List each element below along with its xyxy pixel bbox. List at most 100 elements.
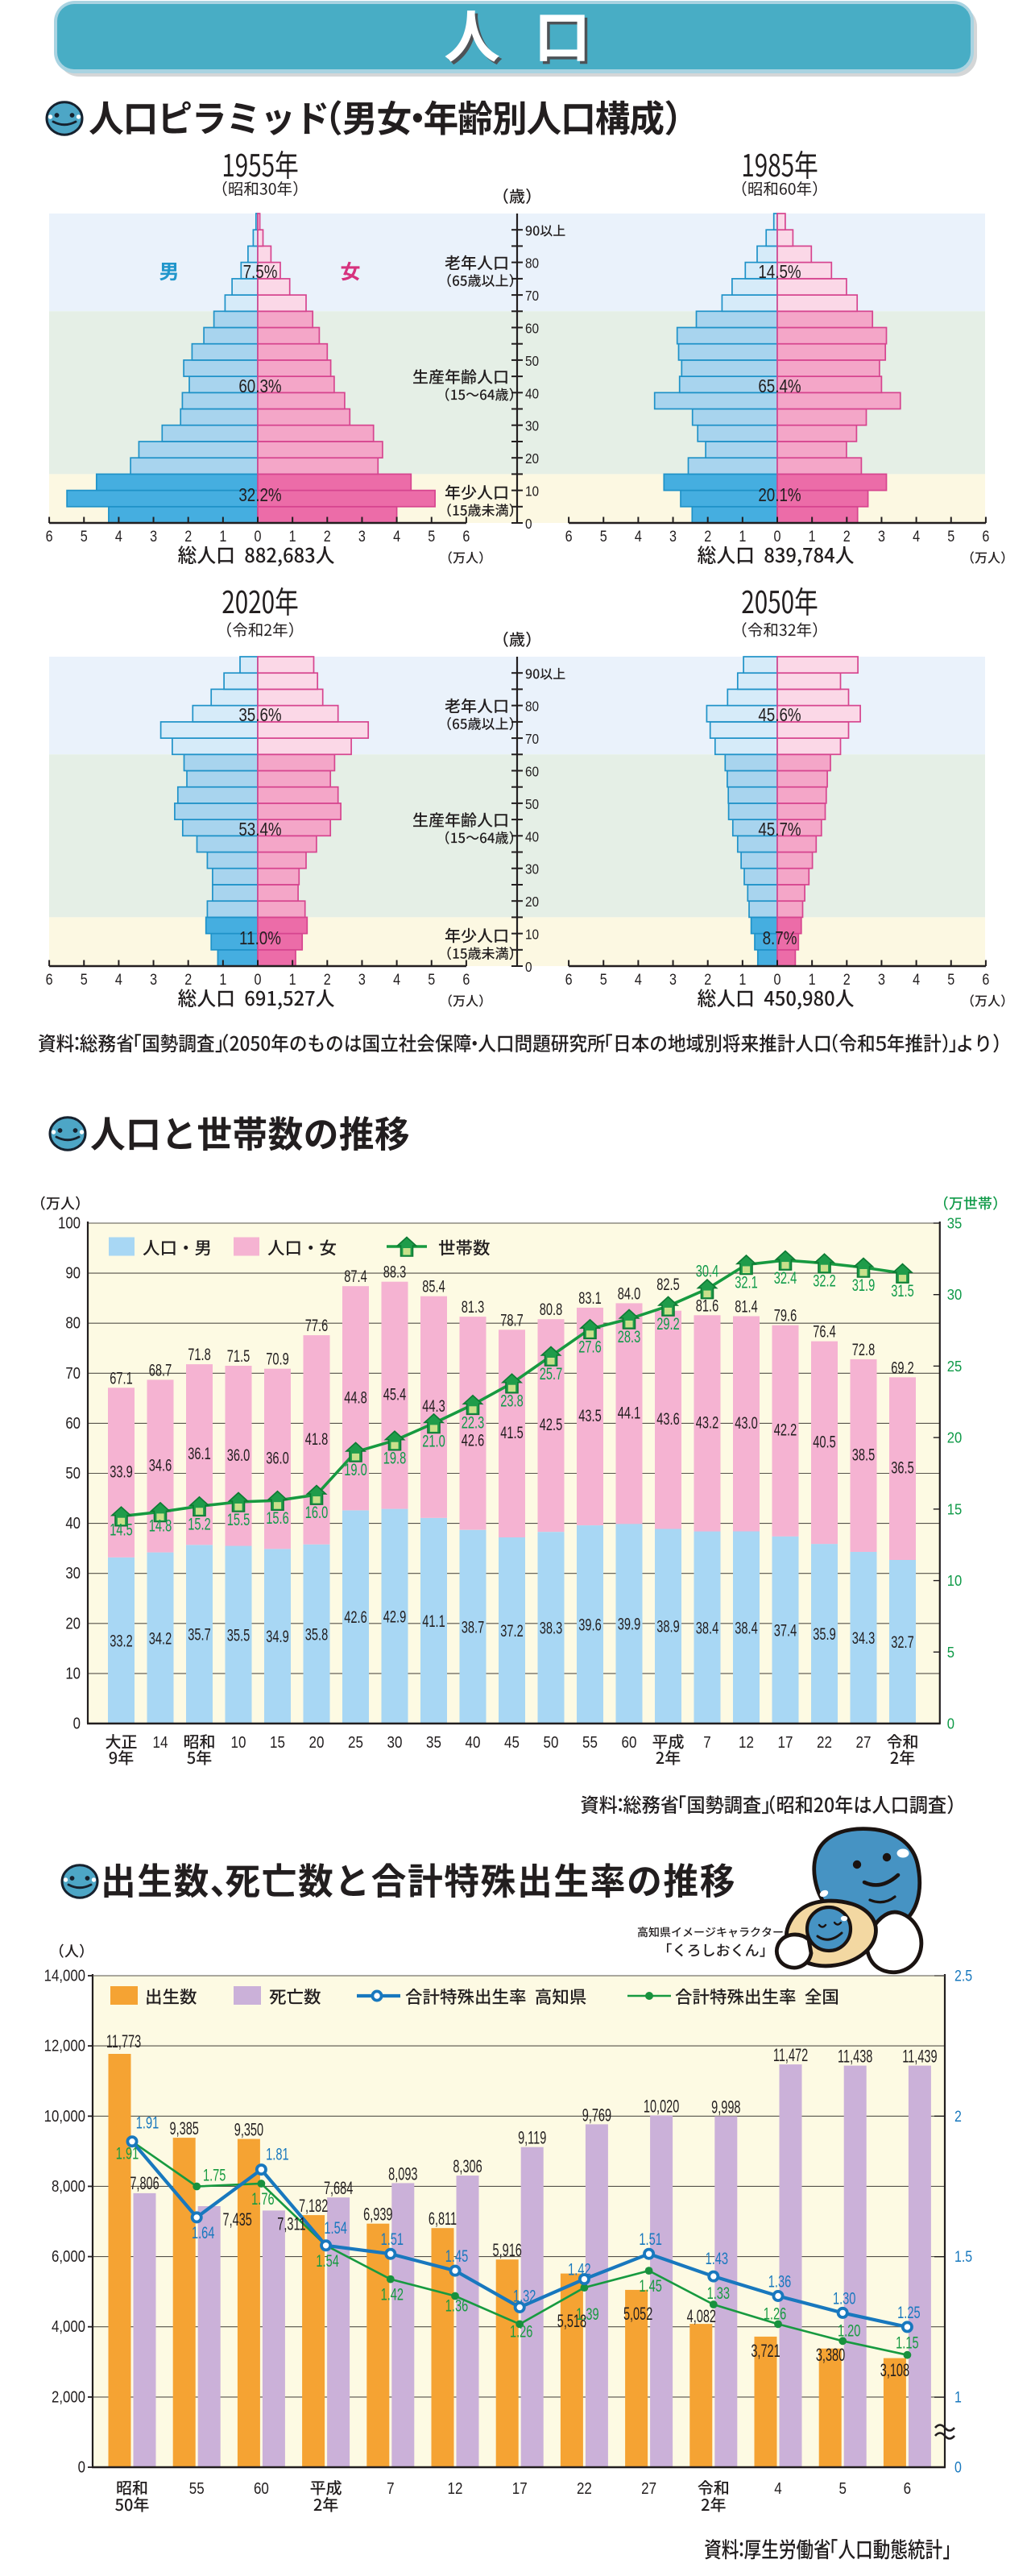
svg-text:55: 55: [189, 2479, 205, 2498]
svg-text:7: 7: [703, 1733, 710, 1752]
svg-text:10,000: 10,000: [44, 2106, 85, 2125]
svg-text:40: 40: [525, 386, 539, 401]
svg-text:5: 5: [838, 2479, 846, 2498]
svg-text:35: 35: [426, 1733, 441, 1752]
svg-text:30: 30: [387, 1733, 403, 1752]
svg-text:1.43: 1.43: [706, 2248, 728, 2268]
svg-text:4: 4: [635, 971, 642, 989]
svg-text:21.0: 21.0: [422, 1431, 445, 1451]
svg-text:55: 55: [582, 1733, 598, 1752]
svg-text:3: 3: [669, 528, 677, 545]
svg-text:22.3: 22.3: [462, 1412, 484, 1432]
svg-text:20: 20: [525, 451, 539, 467]
svg-text:35.9: 35.9: [813, 1624, 835, 1644]
svg-text:88.3: 88.3: [383, 1262, 406, 1282]
svg-text:3: 3: [358, 528, 366, 545]
svg-text:71.5: 71.5: [227, 1346, 250, 1366]
svg-text:45: 45: [504, 1733, 520, 1752]
svg-text:5: 5: [600, 528, 607, 545]
svg-text:40: 40: [525, 829, 539, 844]
svg-text:1.15: 1.15: [896, 2333, 918, 2353]
svg-text:35: 35: [947, 1215, 963, 1232]
svg-text:2: 2: [324, 528, 331, 545]
svg-text:20: 20: [309, 1733, 325, 1752]
svg-text:1.75: 1.75: [203, 2165, 226, 2185]
svg-text:5: 5: [947, 971, 954, 989]
svg-text:1.81: 1.81: [266, 2144, 288, 2164]
svg-text:14.8: 14.8: [149, 1516, 172, 1536]
svg-text:1.54: 1.54: [316, 2250, 338, 2271]
svg-text:7.5%: 7.5%: [243, 261, 278, 283]
svg-text:0: 0: [774, 528, 781, 545]
svg-text:4: 4: [115, 528, 122, 545]
svg-text:6: 6: [46, 528, 53, 545]
svg-text:41.8: 41.8: [305, 1429, 328, 1449]
svg-text:10: 10: [231, 1733, 246, 1752]
svg-text:5,518: 5,518: [557, 2311, 586, 2331]
svg-text:42.9: 42.9: [383, 1606, 406, 1626]
svg-text:1.42: 1.42: [568, 2259, 590, 2279]
svg-text:6,000: 6,000: [52, 2247, 85, 2266]
svg-text:3: 3: [150, 528, 157, 545]
svg-text:19.0: 19.0: [344, 1459, 366, 1479]
svg-text:2,000: 2,000: [52, 2387, 85, 2406]
svg-text:3: 3: [358, 971, 366, 989]
svg-text:20: 20: [947, 1429, 963, 1446]
svg-text:15.5: 15.5: [227, 1509, 250, 1529]
svg-text:4: 4: [913, 528, 920, 545]
svg-text:50: 50: [65, 1464, 81, 1483]
svg-text:0: 0: [73, 1714, 81, 1732]
svg-text:50: 50: [525, 797, 539, 812]
svg-text:1: 1: [219, 971, 226, 989]
svg-text:15: 15: [947, 1501, 963, 1518]
svg-text:27: 27: [856, 1733, 872, 1752]
svg-text:6: 6: [982, 528, 989, 545]
svg-text:2: 2: [324, 971, 331, 989]
svg-text:9,350: 9,350: [234, 2120, 263, 2140]
svg-text:45.4: 45.4: [383, 1384, 406, 1404]
svg-text:7,311: 7,311: [277, 2213, 305, 2234]
svg-text:6: 6: [565, 971, 573, 989]
svg-text:38.5: 38.5: [852, 1445, 875, 1465]
svg-text:31.9: 31.9: [852, 1275, 875, 1295]
svg-text:4: 4: [115, 971, 122, 989]
svg-text:70: 70: [65, 1363, 81, 1382]
svg-text:1.5: 1.5: [954, 2248, 972, 2266]
svg-text:1.42: 1.42: [381, 2284, 404, 2304]
svg-text:1: 1: [809, 971, 816, 989]
svg-text:36.0: 36.0: [227, 1445, 250, 1465]
svg-text:33.9: 33.9: [110, 1462, 132, 1482]
svg-text:3: 3: [878, 528, 885, 545]
svg-text:43.6: 43.6: [656, 1408, 679, 1429]
svg-text:10: 10: [525, 484, 539, 500]
svg-text:43.5: 43.5: [578, 1405, 601, 1425]
svg-text:87.4: 87.4: [344, 1266, 366, 1286]
svg-text:42.5: 42.5: [540, 1414, 562, 1434]
svg-text:100: 100: [58, 1213, 81, 1232]
svg-text:8,093: 8,093: [388, 2163, 417, 2184]
svg-text:34.2: 34.2: [149, 1628, 172, 1648]
svg-text:70: 70: [525, 732, 539, 747]
svg-text:83.1: 83.1: [578, 1288, 601, 1308]
svg-text:15: 15: [270, 1733, 285, 1752]
svg-text:27.6: 27.6: [578, 1336, 601, 1356]
svg-text:70: 70: [525, 288, 539, 304]
svg-text:1.30: 1.30: [833, 2288, 855, 2308]
svg-text:0: 0: [255, 528, 262, 545]
svg-text:5: 5: [947, 528, 954, 545]
svg-text:78.7: 78.7: [500, 1309, 523, 1329]
svg-text:84.0: 84.0: [618, 1284, 640, 1304]
svg-text:10: 10: [947, 1572, 963, 1589]
svg-text:41.5: 41.5: [500, 1422, 523, 1442]
svg-text:30: 30: [947, 1286, 963, 1303]
svg-text:3,380: 3,380: [816, 2345, 845, 2365]
svg-text:31.5: 31.5: [891, 1280, 913, 1300]
svg-text:0: 0: [774, 971, 781, 989]
svg-text:5: 5: [428, 971, 435, 989]
svg-text:29.2: 29.2: [656, 1313, 679, 1334]
svg-text:6,811: 6,811: [429, 2209, 457, 2229]
svg-text:1.91: 1.91: [136, 2113, 159, 2133]
svg-text:80: 80: [525, 256, 539, 272]
svg-text:12: 12: [739, 1733, 754, 1752]
svg-text:80.8: 80.8: [540, 1299, 562, 1319]
